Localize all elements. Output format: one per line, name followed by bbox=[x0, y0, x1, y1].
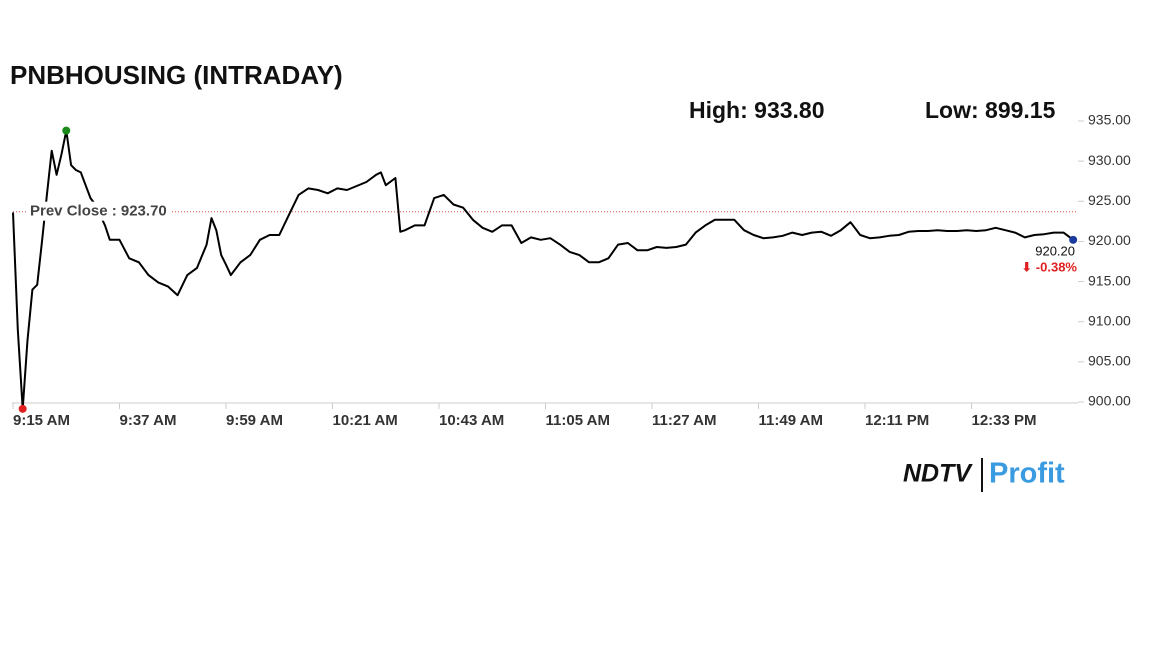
last-label: 920.20 bbox=[1035, 243, 1075, 258]
y-tick-label: 910.00 bbox=[1088, 312, 1131, 328]
y-tick-label: 905.00 bbox=[1088, 353, 1131, 369]
x-tick-label: 9:37 AM bbox=[120, 412, 177, 429]
logo-left: NDTV bbox=[903, 460, 973, 488]
price-line bbox=[12, 129, 1074, 410]
x-tick-label: 9:59 AM bbox=[226, 412, 283, 429]
y-tick-label: 915.00 bbox=[1088, 272, 1131, 288]
x-tick-label: 12:33 PM bbox=[972, 412, 1037, 429]
x-tick-label: 12:11 PM bbox=[865, 412, 929, 429]
high-label: High: 933.80 bbox=[689, 97, 825, 123]
low-marker bbox=[18, 404, 27, 413]
logo-right: Profit bbox=[989, 458, 1065, 490]
low-label: Low: 899.15 bbox=[925, 97, 1056, 123]
last-marker bbox=[1069, 235, 1078, 244]
high-marker bbox=[62, 126, 71, 135]
change-label: ⬇ -0.38% bbox=[1021, 259, 1077, 274]
prev-close-label: Prev Close : 923.70 bbox=[30, 203, 167, 220]
y-tick-label: 925.00 bbox=[1088, 192, 1131, 208]
y-tick-label: 930.00 bbox=[1088, 152, 1131, 168]
y-tick-label: 900.00 bbox=[1088, 393, 1131, 409]
y-tick-label: 920.00 bbox=[1088, 232, 1131, 248]
x-tick-label: 9:15 AM bbox=[13, 412, 70, 429]
x-tick-label: 11:27 AM bbox=[652, 412, 716, 429]
x-tick-label: 10:43 AM bbox=[439, 412, 504, 429]
y-tick-label: 935.00 bbox=[1088, 112, 1131, 128]
x-tick-label: 10:21 AM bbox=[333, 412, 398, 429]
chart-title: PNBHOUSING (INTRADAY) bbox=[10, 60, 343, 90]
prev-close-bg bbox=[26, 201, 171, 221]
x-tick-label: 11:05 AM bbox=[546, 412, 610, 429]
x-tick-label: 11:49 AM bbox=[759, 412, 823, 429]
